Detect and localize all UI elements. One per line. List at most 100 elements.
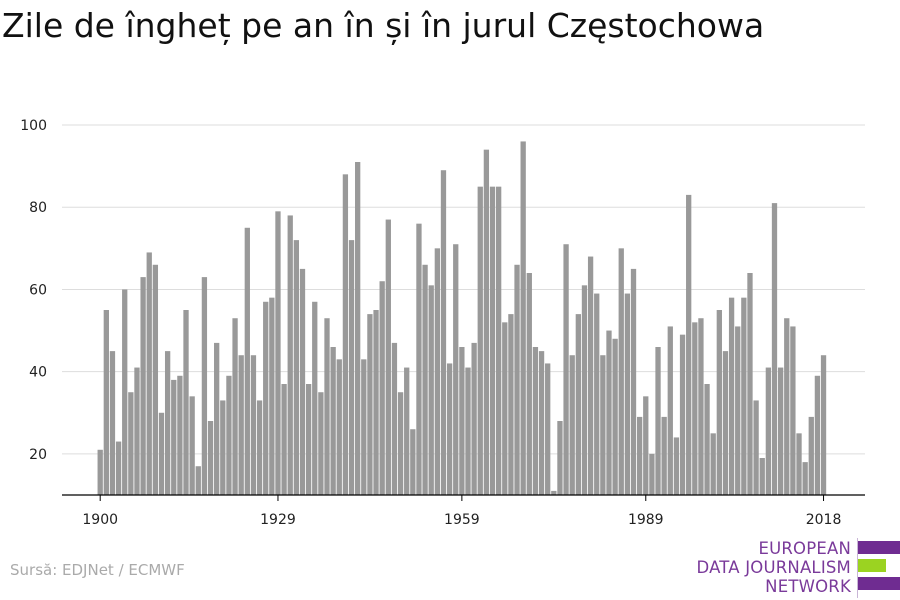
bar-1928 (269, 297, 275, 495)
bar-1941 (348, 240, 355, 495)
bar-1958 (453, 244, 459, 495)
x-tick-label-2018: 2018 (806, 512, 842, 528)
x-axis: 1900 1929 1959 1989 2018 (62, 494, 865, 528)
bar-1960 (465, 367, 471, 495)
y-tick-label-80: 80 (29, 200, 47, 216)
bar-1935 (312, 301, 318, 495)
bar-1946 (379, 281, 385, 495)
source-note: Sursă: EDJNet / ECMWF (10, 561, 185, 579)
bar-1954 (428, 285, 434, 495)
bar-1971 (532, 347, 539, 495)
bar-1920 (220, 400, 226, 495)
bar-1976 (563, 244, 569, 495)
bar-1947 (385, 219, 391, 496)
bar-1906 (134, 367, 140, 495)
bar-1905 (128, 392, 134, 495)
bar-2016 (808, 416, 814, 495)
bar-1985 (618, 248, 624, 495)
bar-1945 (373, 310, 379, 495)
bar-2010 (771, 203, 778, 495)
bar-1942 (355, 162, 361, 495)
bar-1914 (183, 310, 189, 495)
logo-line-3: NETWORK (765, 577, 851, 596)
bar-1907 (140, 277, 146, 495)
bar-1933 (299, 268, 306, 495)
bar-1925 (250, 355, 257, 495)
bar-2007 (753, 400, 759, 495)
bar-1980 (587, 256, 594, 495)
bar-1989 (643, 396, 649, 495)
bar-1990 (649, 453, 655, 495)
bar-1940 (342, 174, 349, 496)
edjnet-logo[interactable]: EUROPEAN DATA JOURNALISM NETWORK (696, 538, 900, 598)
bar-1997 (692, 322, 698, 495)
bar-1955 (434, 248, 440, 495)
bar-1938 (330, 347, 336, 495)
bar-1934 (305, 384, 312, 495)
bar-1900 (97, 449, 103, 495)
bar-1977 (569, 355, 575, 495)
logo-bar-purple-top (858, 541, 900, 554)
bar-1908 (146, 252, 152, 495)
bar-1981 (594, 293, 600, 495)
bar-2013 (790, 326, 796, 495)
chart-title: Zile de îngheț pe an în și în jurul Częs… (2, 6, 765, 45)
bar-1936 (318, 392, 324, 495)
bar-1998 (698, 318, 704, 495)
bar-2000 (710, 433, 716, 495)
bar-1915 (189, 396, 195, 495)
bar-1975 (557, 421, 563, 495)
bar-1952 (416, 223, 422, 495)
bar-1982 (600, 355, 606, 495)
bar-1972 (538, 351, 545, 495)
bar-1969 (520, 141, 526, 495)
logo-bar-green (858, 559, 886, 572)
bar-1979 (581, 285, 588, 495)
bar-1984 (612, 338, 618, 495)
bar-1919 (214, 342, 220, 495)
y-tick-label-20: 20 (29, 447, 47, 463)
bar-2003 (728, 297, 735, 495)
bar-1974 (551, 490, 557, 495)
x-tick-label-1959: 1959 (444, 512, 480, 528)
bar-1939 (336, 359, 342, 495)
bar-1987 (630, 268, 637, 495)
bar-2009 (765, 367, 772, 495)
bar-1917 (201, 277, 208, 495)
bar-1943 (361, 359, 367, 495)
bar-1912 (171, 379, 177, 495)
bar-2001 (716, 310, 722, 495)
bar-1937 (324, 318, 330, 495)
bar-2004 (735, 326, 741, 495)
bar-1993 (667, 326, 673, 495)
bar-1961 (471, 342, 477, 495)
bar-1966 (502, 322, 508, 495)
bar-1948 (391, 342, 398, 495)
bar-2018 (820, 355, 827, 495)
logo-divider (857, 538, 858, 598)
bar-1921 (226, 375, 232, 495)
bar-1994 (673, 437, 680, 495)
bar-1903 (115, 441, 122, 495)
bar-1932 (293, 240, 300, 495)
bar-1922 (232, 318, 238, 495)
bar-1988 (636, 416, 643, 495)
bar-1924 (244, 227, 250, 495)
logo-bar-purple-bottom (858, 577, 900, 590)
x-tick-label-1989: 1989 (628, 512, 664, 528)
y-tick-label-100: 100 (20, 118, 47, 134)
bar-1991 (655, 347, 661, 495)
bar-2015 (802, 462, 808, 495)
bar-1978 (575, 314, 581, 495)
bar-1992 (661, 416, 667, 495)
y-axis-ticks: 20 40 60 80 100 (20, 118, 47, 463)
bar-1901 (103, 310, 109, 495)
bar-1923 (238, 355, 244, 495)
bar-1910 (158, 412, 165, 495)
bar-2008 (759, 458, 765, 495)
logo-line-1: EUROPEAN (758, 539, 851, 558)
bar-2005 (741, 297, 747, 495)
bar-1965 (496, 186, 502, 495)
bar-1916 (195, 466, 201, 495)
